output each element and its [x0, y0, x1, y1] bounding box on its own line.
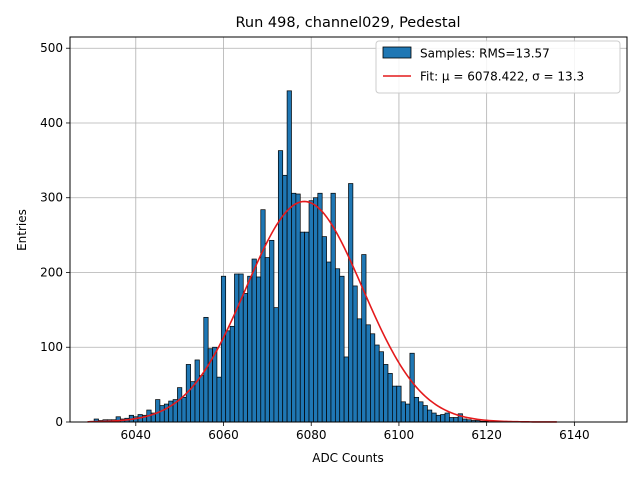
- plot-frame: [69, 36, 628, 423]
- x-tick-label: 6040: [121, 428, 152, 442]
- y-tick-label: 400: [40, 116, 63, 130]
- histogram-bar: [361, 254, 367, 423]
- histogram-bar: [326, 261, 332, 423]
- histogram-bar: [321, 236, 327, 423]
- x-tick-label: 6100: [384, 428, 415, 442]
- histogram-bar: [299, 231, 305, 423]
- histogram-bar: [444, 412, 450, 423]
- histogram-bar: [247, 275, 253, 423]
- histogram-bar: [365, 324, 371, 423]
- legend: Samples: RMS=13.57 Fit: μ = 6078.422, σ …: [375, 40, 621, 94]
- x-tick-label: 6080: [296, 428, 327, 442]
- histogram-bar: [409, 352, 415, 423]
- x-tick-label: 6120: [471, 428, 502, 442]
- histogram-bar: [264, 257, 270, 423]
- x-tick-label: 6060: [208, 428, 239, 442]
- histogram-bar: [374, 344, 380, 423]
- histogram-bar: [396, 385, 402, 423]
- x-tick-label: 6140: [559, 428, 590, 442]
- histogram-bar: [277, 150, 284, 423]
- histogram-bar: [159, 405, 165, 423]
- histogram-bar: [234, 273, 240, 423]
- histogram-bar: [273, 307, 279, 423]
- y-tick-label: 0: [55, 415, 63, 429]
- histogram-bar: [422, 405, 428, 423]
- histogram-bar: [242, 293, 248, 423]
- histogram-bar: [304, 231, 310, 423]
- histogram-bar: [418, 401, 424, 423]
- histogram-bar: [356, 318, 363, 423]
- histogram-bar: [251, 258, 257, 423]
- histogram-bar: [378, 351, 384, 423]
- histogram-bar: [400, 401, 406, 423]
- histogram-bar: [291, 192, 297, 423]
- histogram-bar: [453, 417, 459, 423]
- histogram-bar: [295, 193, 301, 423]
- y-tick-label: 200: [40, 265, 63, 279]
- histogram-bar: [286, 90, 292, 423]
- legend-swatch-samples: [382, 46, 412, 59]
- y-axis-ticks: 0 100 200 300 400 500: [40, 41, 70, 429]
- y-tick-label: 500: [40, 41, 63, 55]
- histogram-bar: [220, 275, 227, 423]
- histogram-bar: [343, 356, 349, 423]
- histogram-bar: [256, 276, 262, 423]
- histogram-bar: [370, 333, 376, 423]
- histogram-bar: [387, 373, 393, 423]
- histogram-bar: [383, 364, 389, 423]
- histogram-bar: [413, 396, 420, 423]
- y-tick-label: 100: [40, 340, 63, 354]
- histogram-bar: [313, 197, 319, 423]
- y-axis-label: Entries: [15, 209, 29, 251]
- histogram-bar: [348, 183, 354, 423]
- x-axis-label: ADC Counts: [312, 451, 384, 465]
- histogram-bar: [194, 359, 200, 423]
- histogram-bar: [392, 385, 398, 423]
- x-axis-ticks: 6040 6060 6080 6100 6120 6140: [121, 422, 590, 442]
- histogram-bar: [260, 209, 266, 423]
- histogram-bar: [199, 375, 205, 423]
- legend-label-samples: Samples: RMS=13.57: [420, 47, 550, 61]
- histogram-bar: [334, 268, 341, 423]
- histogram-bar: [352, 285, 358, 423]
- histogram-bar: [317, 192, 323, 423]
- histogram-bar: [449, 417, 455, 423]
- histogram-bar: [177, 387, 183, 423]
- histogram-bar: [339, 275, 345, 423]
- histogram-bar: [155, 399, 161, 423]
- chart-title: Run 498, channel029, Pedestal: [235, 15, 460, 31]
- histogram-bar: [229, 325, 235, 423]
- histogram-bar: [225, 330, 231, 423]
- legend-label-fit: Fit: μ = 6078.422, σ = 13.3: [420, 70, 584, 84]
- legend-box: [375, 40, 621, 94]
- histogram-bar: [216, 376, 222, 423]
- histogram-bar: [308, 200, 314, 423]
- histogram-bar: [435, 414, 441, 423]
- histogram-bar: [405, 403, 411, 423]
- y-tick-label: 300: [40, 191, 63, 205]
- histogram-bar: [440, 414, 446, 423]
- histogram-bar: [181, 396, 187, 423]
- histogram-bar: [431, 412, 437, 423]
- gaussian-fit-curve: [87, 200, 557, 423]
- histogram-bar: [427, 409, 433, 423]
- histogram-bar: [269, 239, 275, 423]
